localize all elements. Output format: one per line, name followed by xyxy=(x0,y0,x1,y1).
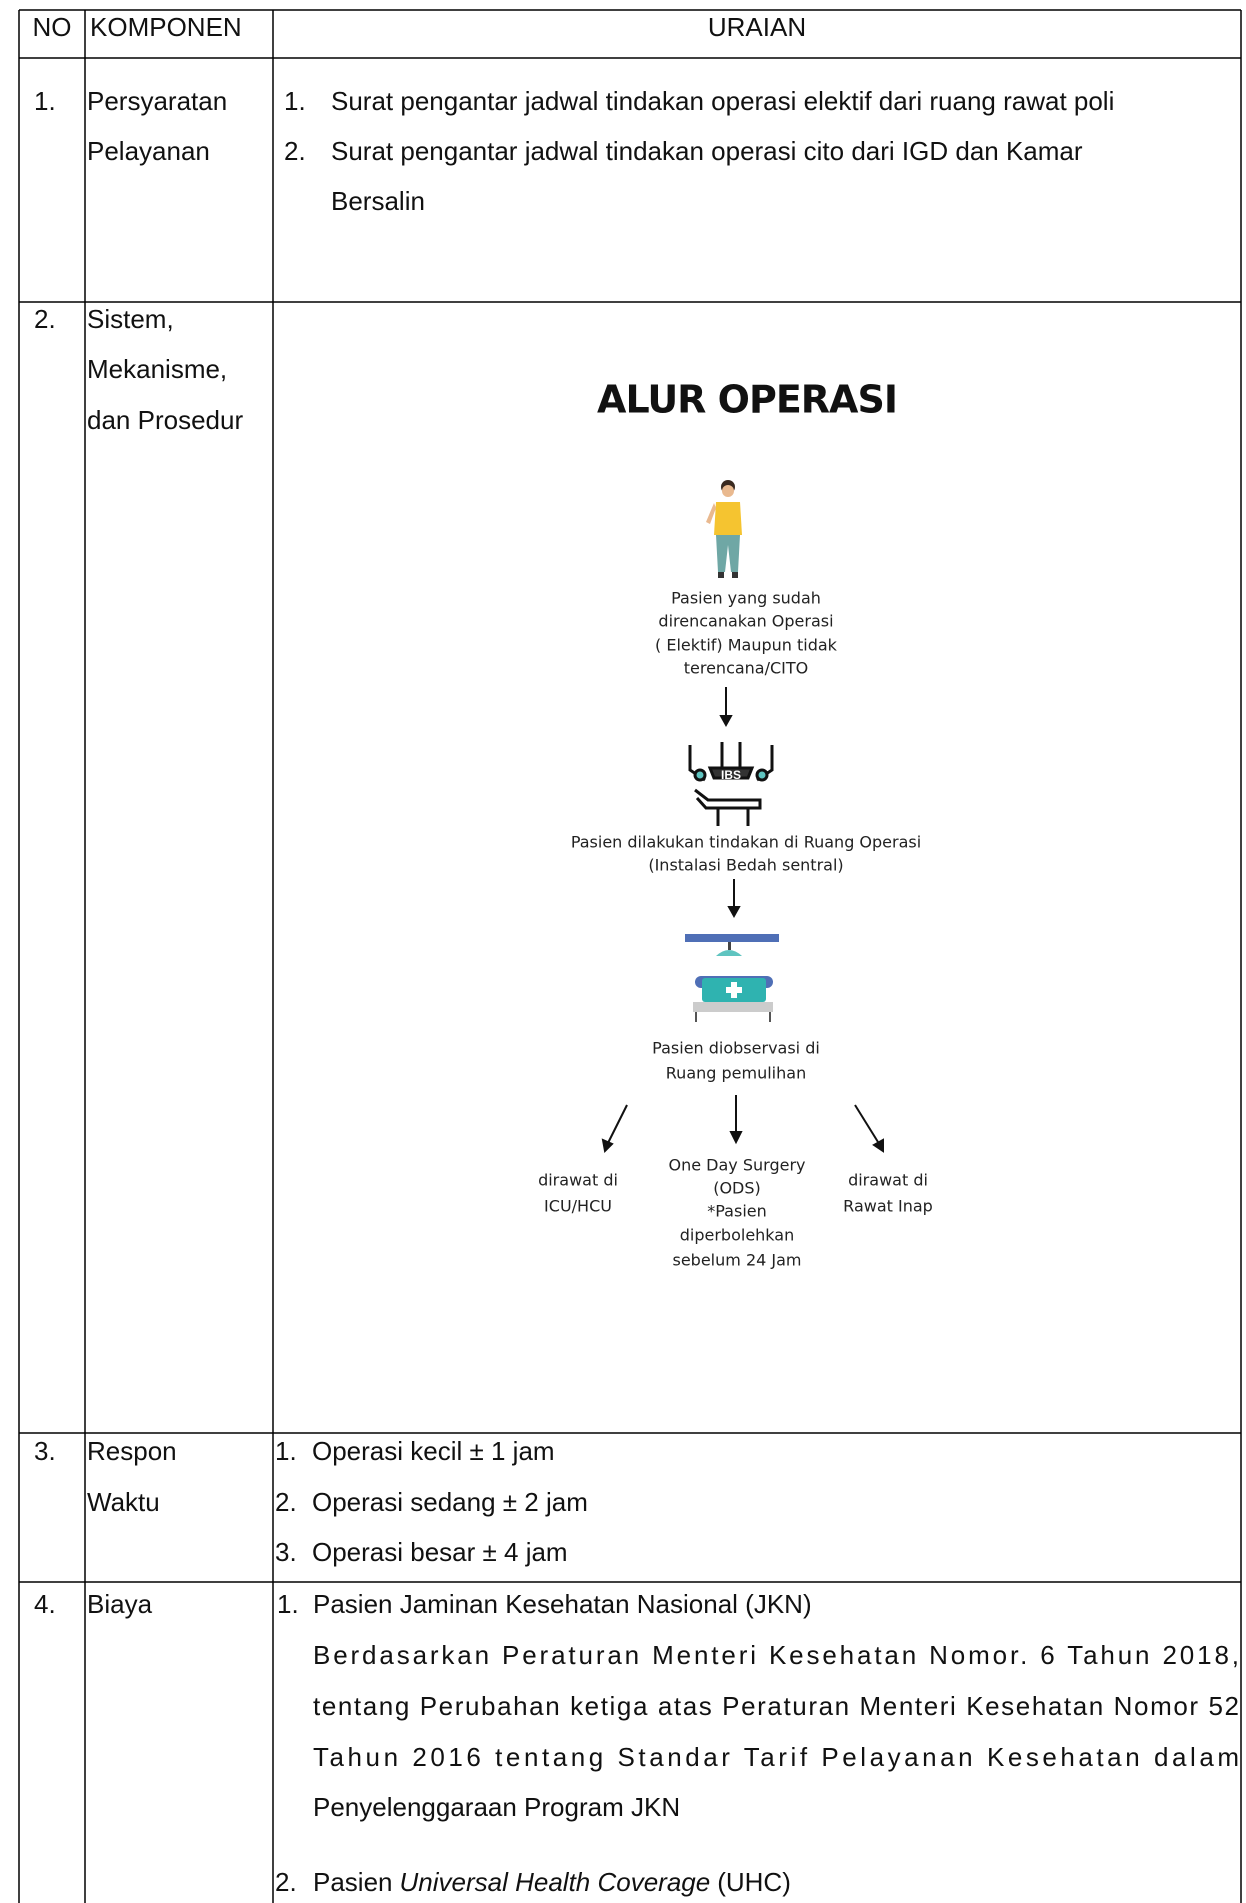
item-no: 3. xyxy=(275,1537,297,1567)
item-no: 2. xyxy=(275,1487,297,1517)
paragraph-line: Penyelenggaraan Program JKN xyxy=(313,1792,680,1822)
item-text: Pasien Jaminan Kesehatan Nasional (JKN) xyxy=(313,1589,812,1619)
arrow xyxy=(719,687,733,728)
paragraph-line: Tahun 2016 tentang Standar Tarif Pelayan… xyxy=(313,1742,1239,1772)
outcome-text: dirawat di xyxy=(538,1171,618,1190)
item-text: Surat pengantar jadwal tindakan operasi … xyxy=(331,86,1114,116)
operating-icon xyxy=(688,742,774,826)
step-text: ( Elektif) Maupun tidak xyxy=(655,636,838,655)
header: KOMPONEN xyxy=(90,12,242,42)
step-text: Pasien diobservasi di xyxy=(652,1039,820,1058)
step-text: terencana/CITO xyxy=(684,659,809,678)
komponen: Persyaratan xyxy=(87,86,227,116)
item-no: 1. xyxy=(277,1589,299,1619)
step-text: Ruang pemulihan xyxy=(666,1064,806,1083)
item-no: 1. xyxy=(284,86,306,116)
komponen: Biaya xyxy=(87,1589,153,1619)
step-text: (Instalasi Bedah sentral) xyxy=(648,856,843,875)
komponen: Mekanisme, xyxy=(87,354,227,384)
person-icon xyxy=(706,480,742,578)
row-no: 3. xyxy=(34,1436,56,1466)
header: URAIAN xyxy=(708,12,806,42)
item-no: 2. xyxy=(284,136,306,166)
row-no: 1. xyxy=(34,86,56,116)
item-text: Bersalin xyxy=(331,186,425,216)
arrows xyxy=(601,1095,884,1154)
diagram-title: ALUR OPERASI xyxy=(597,378,897,422)
item-text: Operasi besar ± 4 jam xyxy=(312,1537,568,1567)
paragraph-line: tentang Perubahan ketiga atas Peraturan … xyxy=(313,1691,1239,1721)
komponen: Respon xyxy=(87,1436,177,1466)
outcome-text: One Day Surgery xyxy=(669,1156,806,1175)
header: NO xyxy=(33,12,72,42)
komponen: Pelayanan xyxy=(87,136,210,166)
outcome-text: sebelum 24 Jam xyxy=(673,1251,802,1270)
outcome-text: ICU/HCU xyxy=(544,1197,612,1216)
text-part: Universal Health Coverage xyxy=(400,1867,711,1897)
row-no: 2. xyxy=(34,304,56,334)
komponen: Sistem, xyxy=(87,304,174,334)
icon-label: IBS xyxy=(721,768,741,782)
outcome-text: (ODS) xyxy=(713,1179,761,1198)
bed-icon xyxy=(685,934,779,1022)
outcome-text: dirawat di xyxy=(848,1171,928,1190)
arrow xyxy=(727,879,741,919)
text-part: Pasien xyxy=(313,1867,393,1897)
item-text: Pasien Universal Health Coverage (UHC) xyxy=(313,1867,791,1897)
item-text: Operasi sedang ± 2 jam xyxy=(312,1487,588,1517)
paragraph-line: Berdasarkan Peraturan Menteri Kesehatan … xyxy=(313,1640,1239,1670)
step-text: Pasien dilakukan tindakan di Ruang Opera… xyxy=(571,833,921,852)
komponen: Waktu xyxy=(87,1487,160,1517)
komponen: dan Prosedur xyxy=(87,405,243,435)
outcome-text: Rawat Inap xyxy=(843,1197,933,1216)
row-no: 4. xyxy=(34,1589,56,1619)
outcome-text: diperbolehkan xyxy=(680,1226,794,1245)
table-rules xyxy=(18,9,1242,1903)
step-text: direncanakan Operasi xyxy=(658,612,833,631)
outcome-text: *Pasien xyxy=(707,1202,767,1221)
step-text: Pasien yang sudah xyxy=(671,589,821,608)
item-no: 2. xyxy=(275,1867,297,1897)
text-part: (UHC) xyxy=(717,1867,791,1897)
item-no: 1. xyxy=(275,1436,297,1466)
item-text: Operasi kecil ± 1 jam xyxy=(312,1436,555,1466)
item-text: Surat pengantar jadwal tindakan operasi … xyxy=(331,136,1083,166)
